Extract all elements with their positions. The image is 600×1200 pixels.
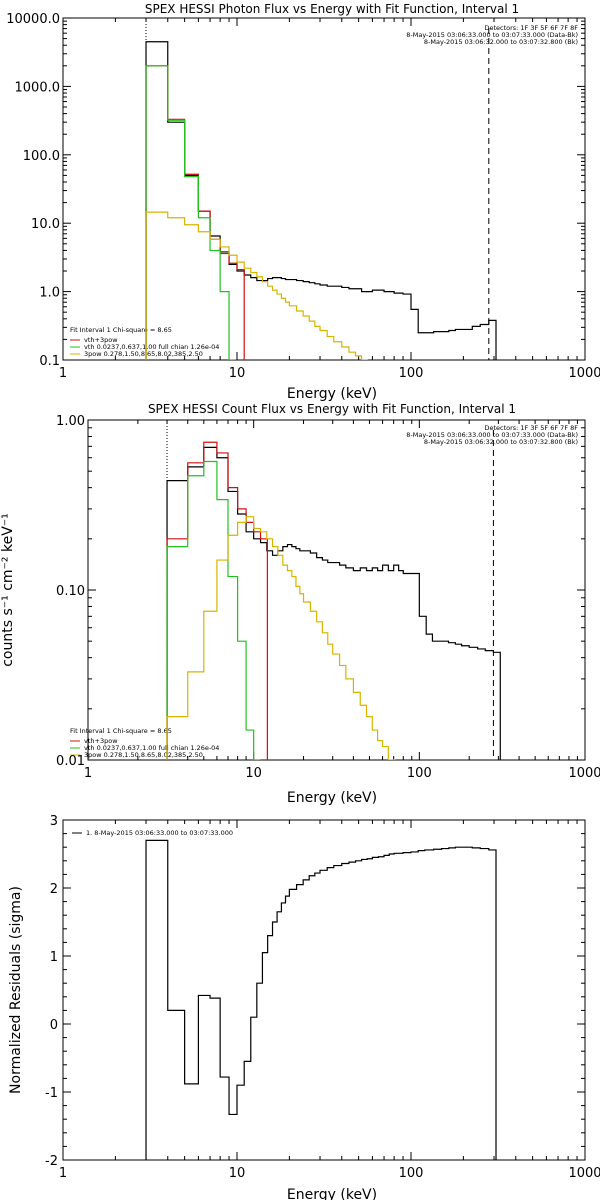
header-bk: 8-May-2015 03:06:32.000 to 03:07:32.800 … xyxy=(424,38,578,46)
x-tick-label: 10 xyxy=(245,766,262,781)
x-tick-label: 100 xyxy=(399,1166,424,1181)
x-tick-label: 10 xyxy=(229,1166,246,1181)
y-tick-label: 1000.0 xyxy=(15,80,61,95)
header-detectors: Detectors: 1F 3F 5F 6F 7F 8F xyxy=(484,24,578,32)
residuals-xlabel: Energy (keV) xyxy=(287,1187,377,1200)
header-data-bk: 8-May-2015 03:06:33.000 to 03:07:33.000 … xyxy=(406,31,578,39)
fit-interval-text: Fit Interval 1 Chi-square = 8.65 xyxy=(70,727,172,735)
fit-interval-text: Fit Interval 1 Chi-square = 8.65 xyxy=(70,326,172,334)
legend-label-3pow: 3pow 0.278,1.50,8.65,8.02,385,2.50 xyxy=(84,751,203,759)
series-3pow xyxy=(166,516,396,760)
x-tick-label: 1 xyxy=(84,766,92,781)
y-tick-label: 2 xyxy=(50,882,58,897)
y-tick-label: 1.0 xyxy=(39,286,60,301)
x-tick-label: 1000 xyxy=(568,766,600,781)
y-tick-label: -1 xyxy=(45,1086,58,1101)
y-tick-label: 3 xyxy=(50,814,58,829)
legend-label-vth3pow: vth+3pow xyxy=(84,737,118,745)
x-tick-label: 1 xyxy=(59,366,67,381)
count-flux-panel: SPEX HESSI Count Flux vs Energy with Fit… xyxy=(0,402,600,806)
residuals-legend: 1. 8-May-2015 03:06:33.000 to 03:07:33.0… xyxy=(72,829,233,837)
legend-label-vth: vth 0.0237,0.637,1.00 full chian 1.26e-0… xyxy=(84,343,219,351)
legend-label-vth3pow: vth+3pow xyxy=(84,336,118,344)
series-data-bk xyxy=(166,446,501,760)
photon-flux-title: SPEX HESSI Photon Flux vs Energy with Fi… xyxy=(145,2,519,16)
series-group xyxy=(166,441,501,760)
plot-frame xyxy=(62,17,586,361)
plot-frame xyxy=(87,419,586,761)
x-tick-label: 100 xyxy=(407,766,432,781)
residuals-ylabel: Normalized Residuals (sigma) xyxy=(8,886,24,1094)
x-tick-label: 1000 xyxy=(568,366,600,381)
x-tick-label: 100 xyxy=(399,366,424,381)
count-flux-title: SPEX HESSI Count Flux vs Energy with Fit… xyxy=(148,402,516,416)
y-tick-label: 0.10 xyxy=(56,584,85,599)
count-flux-xlabel: Energy (keV) xyxy=(287,790,377,806)
photon-flux-fit-legend: Fit Interval 1 Chi-square = 8.65 vth+3po… xyxy=(70,326,219,358)
residuals-legend-label: 1. 8-May-2015 03:06:33.000 to 03:07:33.0… xyxy=(86,829,233,837)
y-tick-label: -2 xyxy=(45,1154,58,1169)
y-tick-label: 1.00 xyxy=(56,414,85,429)
y-tick-label: 1 xyxy=(50,950,58,965)
photon-flux-xlabel: Energy (keV) xyxy=(287,386,377,402)
y-tick-label: 10.0 xyxy=(31,217,60,232)
series-vth xyxy=(166,460,261,760)
header-bk: 8-May-2015 03:06:32.000 to 03:07:32.800 … xyxy=(424,438,578,446)
plot-frame xyxy=(62,819,586,1161)
count-flux-fit-legend: Fit Interval 1 Chi-square = 8.65 vth+3po… xyxy=(70,727,219,759)
photon-flux-panel: SPEX HESSI Photon Flux vs Energy with Fi… xyxy=(6,2,600,402)
count-flux-ylabel: counts s⁻¹ cm⁻² keV⁻¹ xyxy=(0,513,16,667)
series-vth-3pow xyxy=(166,441,268,760)
series-1-8-may-2015-03-06-33-000-to-03-07-33-000 xyxy=(145,839,497,1160)
x-tick-label: 1000 xyxy=(568,1166,600,1181)
y-tick-label: 0.1 xyxy=(39,354,60,369)
series-group xyxy=(145,839,497,1160)
series-vth xyxy=(145,65,237,360)
residuals-panel: Energy (keV) Normalized Residuals (sigma… xyxy=(8,814,600,1200)
photon-flux-header: Detectors: 1F 3F 5F 6F 7F 8F 8-May-2015 … xyxy=(406,24,578,46)
y-tick-label: 0 xyxy=(50,1018,58,1033)
y-tick-label: 10000.0 xyxy=(6,12,60,27)
legend-label-3pow: 3pow 0.278,1.50,8.65,8.02,385,2.50 xyxy=(84,350,203,358)
header-detectors: Detectors: 1F 3F 5F 6F 7F 8F xyxy=(484,424,578,432)
y-tick-label: 100.0 xyxy=(23,149,60,164)
x-tick-label: 1 xyxy=(59,1166,67,1181)
series-3pow xyxy=(145,211,381,360)
legend-label-vth: vth 0.0237,0.637,1.00 full chian 1.26e-0… xyxy=(84,744,219,752)
y-tick-label: 0.01 xyxy=(56,754,85,769)
header-data-bk: 8-May-2015 03:06:33.000 to 03:07:33.000 … xyxy=(406,431,578,439)
count-flux-header: Detectors: 1F 3F 5F 6F 7F 8F 8-May-2015 … xyxy=(406,424,578,446)
x-tick-label: 10 xyxy=(229,366,246,381)
series-group xyxy=(145,41,497,360)
